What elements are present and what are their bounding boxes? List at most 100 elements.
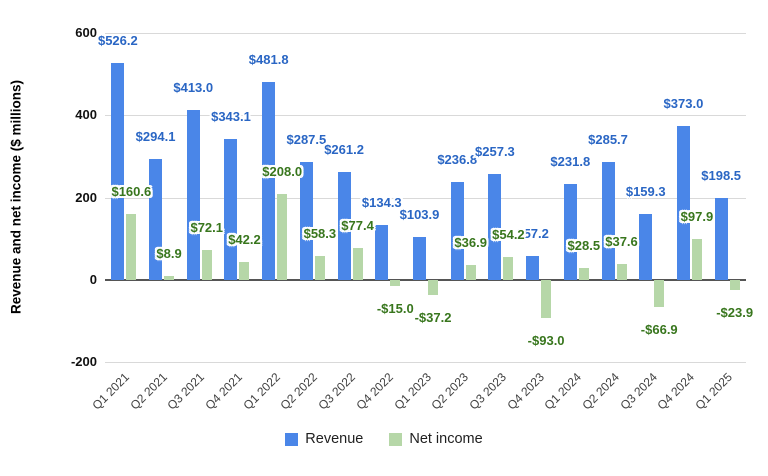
net-income-data-label-q3-2021: $72.1 <box>190 220 224 236</box>
revenue-bar-q3-2024 <box>639 214 653 280</box>
revenue-bar-q4-2024 <box>676 126 690 280</box>
net-income-bar-q3-2021 <box>201 250 212 280</box>
net-income-data-label-q3-2024: -$66.9 <box>640 322 678 338</box>
net-income-bar-q2-2021 <box>164 276 175 280</box>
revenue-data-label-q4-2024: $373.0 <box>663 96 704 112</box>
net-income-bar-q1-2024 <box>578 268 589 280</box>
y-axis-tick-label: 400 <box>75 107 97 123</box>
revenue-bar-q4-2023 <box>526 256 540 280</box>
chart-legend: Revenue Net income <box>0 431 768 447</box>
revenue-data-label-q2-2022: $287.5 <box>286 131 327 147</box>
y-axis-tick-label: 200 <box>75 189 97 205</box>
legend-item-revenue: Revenue <box>285 431 363 447</box>
y-axis-tick-label: 0 <box>89 271 97 287</box>
net-income-bar-q4-2024 <box>691 239 702 280</box>
net-income-bar-q3-2023 <box>503 257 514 280</box>
net-income-data-label-q2-2023: $36.9 <box>454 234 487 250</box>
revenue-bar-q1-2021 <box>111 63 125 280</box>
x-axis-label-q2-2023: Q2 2023 <box>428 370 472 413</box>
x-axis-label-q1-2025: Q1 2025 <box>692 370 736 413</box>
net-income-data-label-q2-2021: $8.9 <box>156 246 182 262</box>
revenue-data-label-q3-2023: $257.3 <box>475 143 515 159</box>
x-axis-label-q4-2023: Q4 2023 <box>504 370 547 413</box>
revenue-bar-q4-2022 <box>375 224 389 280</box>
net-income-bar-q1-2022 <box>277 194 288 280</box>
revenue-bar-q1-2023 <box>413 237 426 280</box>
revenue-bar-q1-2024 <box>563 184 577 280</box>
x-axis-label-q3-2024: Q3 2024 <box>617 370 660 413</box>
x-axis-label-q4-2021: Q4 2021 <box>202 370 245 413</box>
net-income-data-label-q2-2022: $58.3 <box>303 225 337 241</box>
x-axis-label-q3-2023: Q3 2023 <box>466 370 509 413</box>
net-income-data-label-q1-2024: $28.5 <box>567 238 601 254</box>
revenue-data-label-q2-2024: $285.7 <box>588 132 628 148</box>
net-income-data-label-q4-2023: -$93.0 <box>527 332 565 348</box>
net-income-data-label-q3-2022: $77.4 <box>341 217 374 233</box>
revenue-data-label-q1-2023: $103.9 <box>399 207 440 223</box>
net-income-bar-q2-2023 <box>465 264 476 280</box>
revenue-data-label-q3-2022: $261.2 <box>324 142 364 158</box>
gridline <box>105 197 746 199</box>
revenue-data-label-q1-2025: $198.5 <box>701 168 742 184</box>
revenue-data-label-q1-2024: $231.8 <box>550 154 591 170</box>
net-income-data-label-q1-2023: -$37.2 <box>414 310 452 326</box>
net-income-bar-q2-2022 <box>314 255 325 280</box>
revenue-bar-q1-2025 <box>714 198 728 280</box>
plot-area: $526.2 $294.1 $413.0 $343.1 $481.8 $287.5 $261… <box>98 33 753 363</box>
revenue-data-label-q4-2021: $343.1 <box>211 108 251 124</box>
net-income-bar-q4-2023 <box>541 279 552 318</box>
revenue-bar-q1-2022 <box>262 81 276 280</box>
net-income-bar-q3-2022 <box>352 247 363 280</box>
net-income-bar-q1-2025 <box>729 279 740 290</box>
revenue-data-label-q4-2023: $57.2 <box>516 226 549 242</box>
gridline <box>105 33 746 34</box>
net-income-bar-q3-2024 <box>654 279 665 308</box>
revenue-data-label-q1-2022: $481.8 <box>248 51 289 67</box>
x-axis-label-q2-2021: Q2 2021 <box>127 370 170 413</box>
x-axis-label-q1-2023: Q1 2023 <box>390 370 434 413</box>
gridline <box>105 115 746 117</box>
legend-label-net-income: Net income <box>409 431 483 447</box>
x-axis-label-q1-2024: Q1 2024 <box>541 370 585 413</box>
revenue-bar-q3-2021 <box>186 109 200 280</box>
x-axis-label-q3-2021: Q3 2021 <box>164 370 208 413</box>
net-income-data-label-q4-2024: $97.9 <box>680 209 714 225</box>
revenue-bar-q2-2021 <box>149 158 163 280</box>
x-axis-label-q4-2022: Q4 2022 <box>353 370 396 413</box>
net-income-data-label-q4-2022: -$15.0 <box>376 300 414 316</box>
revenue-data-label-q3-2021: $413.0 <box>173 79 214 95</box>
x-axis-label-q2-2024: Q2 2024 <box>579 370 622 413</box>
revenue-bar-q2-2022 <box>299 161 313 280</box>
revenue-data-label-q1-2021: $526.2 <box>97 33 138 49</box>
x-axis-label-q1-2021: Q1 2021 <box>89 370 132 413</box>
net-income-bar-q4-2021 <box>239 262 250 280</box>
zero-gridline <box>105 279 746 282</box>
net-income-swatch-icon <box>389 432 403 446</box>
net-income-data-label-q3-2023: $54.2 <box>492 227 525 243</box>
net-income-bar-q2-2024 <box>616 264 627 280</box>
x-axis-label-q3-2022: Q3 2022 <box>315 370 359 413</box>
revenue-bar-q4-2021 <box>224 138 238 280</box>
x-axis-label-q1-2022: Q1 2022 <box>240 370 283 413</box>
net-income-data-label-q4-2021: $42.2 <box>228 232 261 248</box>
y-axis-tick-label: -200 <box>70 354 97 369</box>
net-income-data-label-q2-2024: $37.6 <box>605 234 638 250</box>
net-income-data-label-q1-2022: $208.0 <box>262 164 303 180</box>
net-income-bar-q4-2022 <box>390 279 401 286</box>
y-axis-title: Revenue and net income ($ millions) <box>8 79 24 315</box>
net-income-data-label-q1-2021: $160.6 <box>111 183 152 199</box>
gridline <box>105 362 746 363</box>
y-axis-tick-label: 600 <box>75 25 97 40</box>
revenue-data-label-q3-2024: $159.3 <box>625 184 666 200</box>
legend-item-net-income: Net income <box>389 431 483 447</box>
revenue-bar-q2-2024 <box>601 162 615 280</box>
revenue-bar-q2-2023 <box>450 182 464 280</box>
x-axis-label-q2-2022: Q2 2022 <box>277 370 321 413</box>
revenue-bar-q3-2023 <box>488 173 502 280</box>
revenue-data-label-q4-2022: $134.3 <box>361 194 402 210</box>
legend-label-revenue: Revenue <box>305 431 364 447</box>
revenue-swatch-icon <box>285 432 299 446</box>
net-income-bar-q1-2021 <box>126 213 137 280</box>
revenue-data-label-q2-2021: $294.1 <box>135 128 176 144</box>
